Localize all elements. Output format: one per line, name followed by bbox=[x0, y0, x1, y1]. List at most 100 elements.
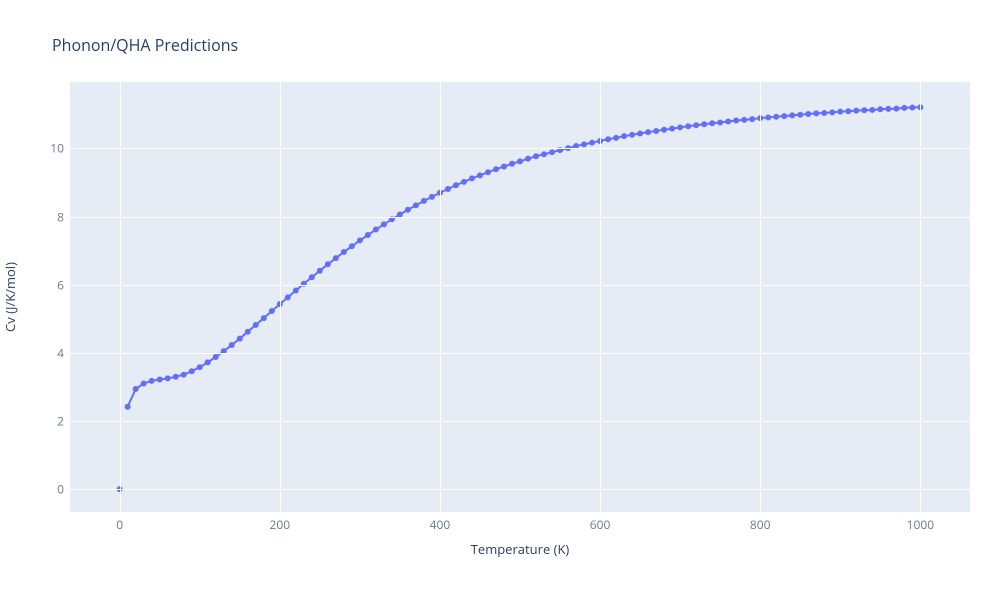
y-tick: 10 bbox=[24, 140, 64, 157]
data-point[interactable] bbox=[541, 151, 547, 157]
y-tick: 0 bbox=[24, 481, 64, 498]
data-point[interactable] bbox=[325, 261, 331, 267]
data-point[interactable] bbox=[261, 315, 267, 321]
data-point[interactable] bbox=[453, 182, 459, 188]
data-point[interactable] bbox=[357, 237, 363, 243]
data-point[interactable] bbox=[909, 105, 915, 111]
data-point[interactable] bbox=[781, 113, 787, 119]
data-point[interactable] bbox=[797, 112, 803, 118]
data-point[interactable] bbox=[821, 110, 827, 116]
data-point[interactable] bbox=[533, 153, 539, 159]
data-point[interactable] bbox=[709, 120, 715, 126]
data-point[interactable] bbox=[285, 294, 291, 300]
y-tick: 2 bbox=[24, 413, 64, 430]
data-point[interactable] bbox=[669, 126, 675, 132]
data-point[interactable] bbox=[885, 106, 891, 112]
plot-area[interactable] bbox=[70, 82, 970, 512]
data-point[interactable] bbox=[413, 202, 419, 208]
data-point[interactable] bbox=[349, 243, 355, 249]
data-point[interactable] bbox=[181, 372, 187, 378]
data-point[interactable] bbox=[901, 105, 907, 111]
data-point[interactable] bbox=[253, 322, 259, 328]
data-point[interactable] bbox=[501, 164, 507, 170]
data-point[interactable] bbox=[629, 132, 635, 138]
data-point[interactable] bbox=[237, 336, 243, 342]
data-point[interactable] bbox=[549, 149, 555, 155]
data-point[interactable] bbox=[517, 158, 523, 164]
data-point[interactable] bbox=[365, 232, 371, 238]
data-point[interactable] bbox=[653, 128, 659, 134]
data-point[interactable] bbox=[293, 288, 299, 294]
data-point[interactable] bbox=[469, 175, 475, 181]
data-point[interactable] bbox=[717, 120, 723, 126]
data-point[interactable] bbox=[165, 375, 171, 381]
gridline-h bbox=[70, 489, 970, 490]
data-point[interactable] bbox=[701, 121, 707, 127]
data-point[interactable] bbox=[341, 249, 347, 255]
data-point[interactable] bbox=[805, 111, 811, 117]
cv-series[interactable] bbox=[70, 82, 970, 512]
data-point[interactable] bbox=[405, 207, 411, 213]
data-point[interactable] bbox=[837, 109, 843, 115]
data-point[interactable] bbox=[373, 227, 379, 233]
data-point[interactable] bbox=[693, 122, 699, 128]
data-point[interactable] bbox=[229, 342, 235, 348]
data-point[interactable] bbox=[893, 106, 899, 112]
data-point[interactable] bbox=[317, 268, 323, 274]
data-point[interactable] bbox=[157, 376, 163, 382]
data-point[interactable] bbox=[213, 354, 219, 360]
data-point[interactable] bbox=[461, 179, 467, 185]
data-point[interactable] bbox=[509, 161, 515, 167]
data-point[interactable] bbox=[205, 359, 211, 365]
data-point[interactable] bbox=[685, 123, 691, 129]
data-point[interactable] bbox=[749, 116, 755, 122]
data-point[interactable] bbox=[853, 108, 859, 114]
data-point[interactable] bbox=[269, 308, 275, 314]
data-point[interactable] bbox=[125, 404, 131, 410]
data-point[interactable] bbox=[581, 141, 587, 147]
data-point[interactable] bbox=[789, 112, 795, 118]
data-point[interactable] bbox=[245, 329, 251, 335]
data-point[interactable] bbox=[429, 194, 435, 200]
y-tick: 8 bbox=[24, 208, 64, 225]
data-point[interactable] bbox=[381, 221, 387, 227]
data-point[interactable] bbox=[141, 381, 147, 387]
data-point[interactable] bbox=[877, 106, 883, 112]
data-point[interactable] bbox=[637, 130, 643, 136]
data-point[interactable] bbox=[829, 109, 835, 115]
data-point[interactable] bbox=[197, 364, 203, 370]
data-point[interactable] bbox=[477, 172, 483, 178]
data-point[interactable] bbox=[333, 255, 339, 261]
x-tick: 600 bbox=[590, 516, 611, 533]
data-point[interactable] bbox=[421, 198, 427, 204]
data-point[interactable] bbox=[301, 281, 307, 287]
data-point[interactable] bbox=[525, 156, 531, 162]
data-point[interactable] bbox=[733, 118, 739, 124]
data-point[interactable] bbox=[613, 135, 619, 141]
data-point[interactable] bbox=[765, 114, 771, 120]
data-point[interactable] bbox=[741, 117, 747, 123]
data-point[interactable] bbox=[309, 274, 315, 280]
data-point[interactable] bbox=[677, 124, 683, 130]
data-point[interactable] bbox=[869, 107, 875, 113]
data-point[interactable] bbox=[621, 133, 627, 139]
gridline-h bbox=[70, 353, 970, 354]
data-point[interactable] bbox=[189, 368, 195, 374]
data-point[interactable] bbox=[661, 127, 667, 133]
data-point[interactable] bbox=[773, 114, 779, 120]
data-point[interactable] bbox=[861, 107, 867, 113]
data-point[interactable] bbox=[149, 378, 155, 384]
data-point[interactable] bbox=[173, 374, 179, 380]
gridline-h bbox=[70, 421, 970, 422]
data-point[interactable] bbox=[133, 386, 139, 392]
data-point[interactable] bbox=[845, 108, 851, 114]
data-point[interactable] bbox=[813, 110, 819, 116]
data-point[interactable] bbox=[485, 169, 491, 175]
data-point[interactable] bbox=[645, 129, 651, 135]
x-tick: 0 bbox=[116, 516, 123, 533]
data-point[interactable] bbox=[605, 136, 611, 142]
data-point[interactable] bbox=[589, 140, 595, 146]
data-point[interactable] bbox=[493, 166, 499, 172]
data-point[interactable] bbox=[725, 119, 731, 125]
data-point[interactable] bbox=[445, 186, 451, 192]
